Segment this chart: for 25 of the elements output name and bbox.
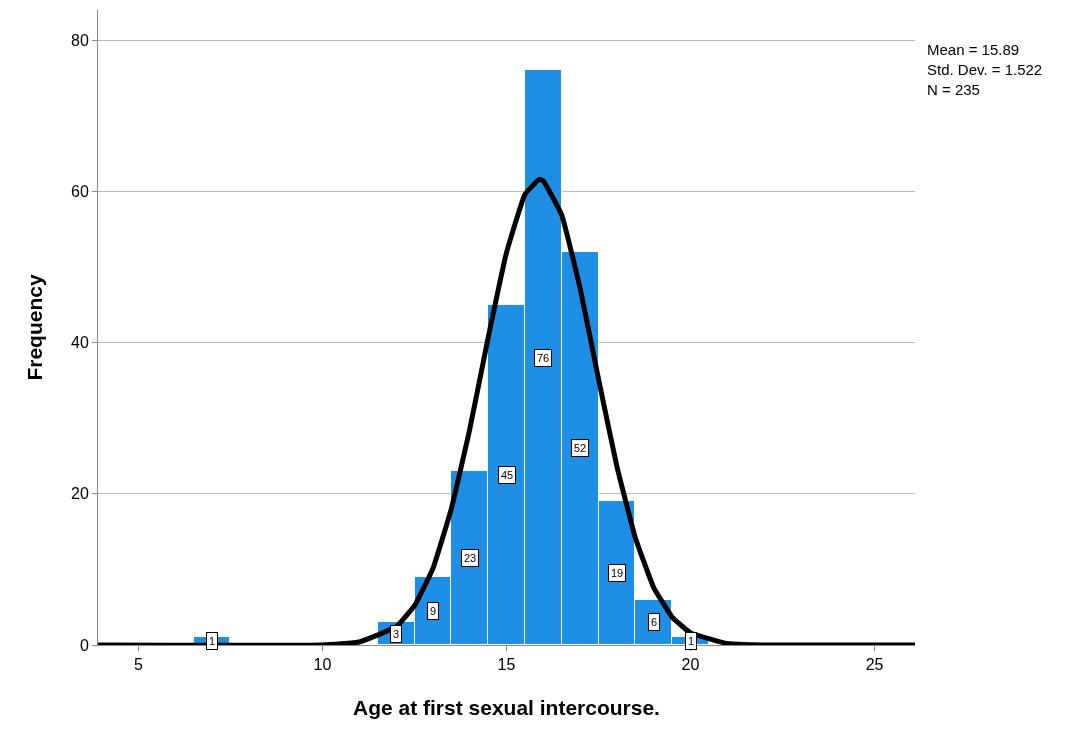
y-tick-label: 40 bbox=[71, 334, 89, 352]
x-tick-label: 15 bbox=[497, 656, 516, 674]
data-label: 9 bbox=[430, 605, 437, 617]
data-label: 1 bbox=[209, 635, 216, 647]
data-label: 3 bbox=[393, 628, 400, 640]
x-tick-label: 10 bbox=[313, 656, 332, 674]
data-label: 45 bbox=[501, 469, 514, 481]
text: N = 235 bbox=[927, 81, 980, 98]
x-tick-label: 25 bbox=[865, 656, 884, 674]
y-axis-title: Frequency bbox=[23, 274, 47, 381]
x-tick-label: 20 bbox=[681, 656, 700, 674]
x-axis-title: Age at first sexual intercourse. bbox=[353, 696, 660, 720]
data-label: 52 bbox=[574, 442, 587, 454]
data-label: 19 bbox=[611, 567, 624, 579]
text: Mean = 15.89 bbox=[927, 41, 1020, 58]
y-tick-label: 80 bbox=[71, 31, 89, 49]
x-tick-label: 5 bbox=[134, 656, 144, 674]
text: Std. Dev. = 1.522 bbox=[927, 61, 1043, 78]
data-label: 1 bbox=[688, 635, 695, 647]
y-tick-label: 20 bbox=[71, 485, 89, 503]
y-tick-label: 0 bbox=[79, 636, 89, 654]
data-label: 6 bbox=[651, 616, 658, 628]
y-tick-label: 60 bbox=[71, 183, 89, 201]
data-label: 76 bbox=[537, 352, 550, 364]
data-label: 23 bbox=[464, 552, 477, 564]
